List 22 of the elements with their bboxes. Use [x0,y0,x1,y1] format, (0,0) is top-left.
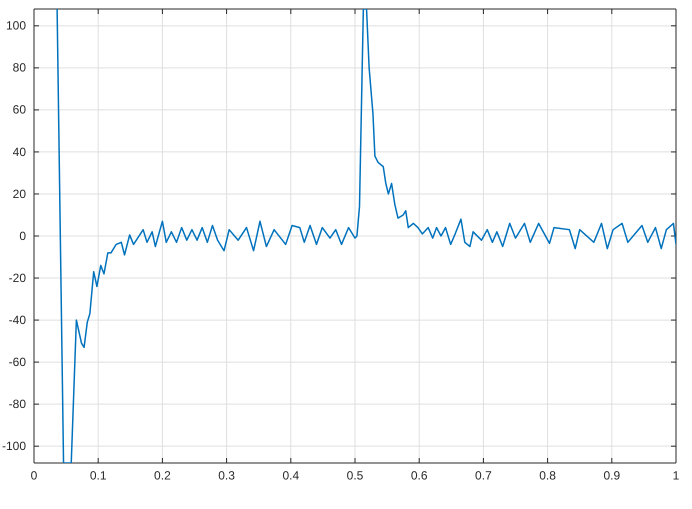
x-tick-label: 0.1 [90,468,107,483]
x-tick-label: 0.8 [539,468,556,483]
y-tick-label: -80 [8,396,26,411]
y-tick-label: -100 [2,439,26,454]
x-tick-label: 0.6 [410,468,428,483]
x-tick-label: 0 [30,468,38,483]
y-tick-label: 100 [6,18,26,33]
y-tick-label: -20 [8,270,26,285]
x-tick-label: 0.3 [218,468,236,483]
x-tick-label: 0.2 [154,468,172,483]
y-tick-label: 0 [19,228,26,243]
y-tick-label: 60 [12,102,26,117]
y-tick-label: -60 [8,354,26,369]
x-tick-label: 0.9 [603,468,620,483]
y-tick-label: 20 [12,186,26,201]
x-tick-label: 0.7 [475,468,492,483]
y-tick-label: 80 [12,60,26,75]
x-tick-label: 0.4 [282,468,300,483]
y-tick-label: 40 [12,144,26,159]
x-tick-label: 1 [672,468,680,483]
x-tick-label: 0.5 [346,468,364,483]
y-tick-label: -40 [8,312,26,327]
